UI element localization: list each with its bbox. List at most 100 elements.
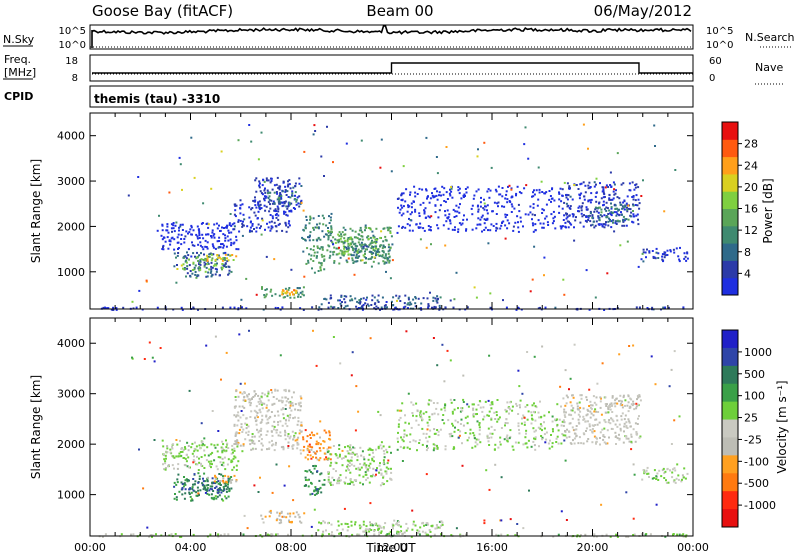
scatter-point: [209, 462, 212, 465]
scatter-point: [484, 219, 487, 221]
scatter-point: [217, 535, 220, 538]
scatter-point: [226, 260, 229, 263]
scatter-point: [630, 435, 633, 438]
scatter-point: [209, 271, 212, 274]
scatter-point: [202, 248, 205, 251]
scatter-point: [291, 396, 293, 399]
scatter-point: [210, 261, 213, 264]
scatter-point: [266, 189, 269, 192]
scatter-point: [368, 244, 371, 247]
scatter-point: [197, 492, 200, 495]
scatter-point: [619, 427, 622, 430]
scatter-point: [537, 166, 540, 169]
scatter-point: [173, 238, 176, 241]
scatter-point: [195, 257, 198, 260]
scatter-sparse: [127, 123, 677, 305]
scatter-point: [667, 306, 670, 309]
scatter-point: [290, 202, 293, 205]
scatter-point: [496, 227, 499, 230]
scatter-point: [590, 192, 593, 195]
scatter-point: [405, 434, 408, 437]
scatter-point: [317, 443, 320, 446]
scatter-point: [632, 344, 635, 347]
scatter-point: [295, 292, 297, 294]
scatter-point: [172, 224, 175, 227]
scatter-point: [396, 437, 399, 440]
scatter-point: [216, 450, 219, 453]
scatter-point: [593, 226, 596, 229]
scatter-point: [683, 252, 686, 255]
scatter-point: [466, 415, 469, 418]
scatter-point: [301, 236, 304, 239]
scatter-point: [247, 425, 250, 428]
scatter-point: [225, 245, 228, 248]
scatter-point: [674, 469, 677, 472]
scatter-point: [186, 267, 189, 270]
scatter-point: [397, 431, 399, 434]
scatter-point: [242, 213, 245, 216]
scatter-point: [448, 192, 451, 195]
scatter-point: [285, 205, 288, 208]
scatter-point: [331, 231, 333, 234]
scatter-point: [402, 192, 405, 195]
scatter-point: [608, 209, 611, 212]
scatter-point: [457, 206, 460, 209]
scatter-point: [192, 489, 195, 492]
scatter-point: [395, 523, 398, 526]
scatter-point: [164, 468, 167, 471]
scatter-point: [506, 214, 509, 216]
scatter-point: [534, 436, 537, 439]
scatter-point: [422, 432, 425, 435]
scatter-point: [529, 290, 532, 293]
scatter-point: [197, 494, 200, 497]
scatter-point: [526, 404, 529, 407]
scatter-point: [334, 241, 337, 244]
scatter-point: [222, 475, 224, 478]
scatter-point: [309, 433, 312, 436]
scatter-point: [289, 413, 292, 416]
scatter-point: [487, 440, 490, 443]
scatter-point: [312, 249, 315, 251]
scatter-point: [543, 433, 546, 436]
scatter-point: [274, 388, 277, 391]
scatter-point: [345, 469, 348, 472]
scatter-point: [371, 241, 374, 244]
scatter-point: [463, 214, 465, 217]
scatter-point: [280, 197, 283, 200]
scatter-point: [591, 424, 594, 427]
scatter-point: [248, 401, 251, 404]
scatter-point: [363, 255, 366, 258]
scatter-point: [654, 145, 656, 147]
scatter-point: [519, 220, 522, 223]
scatter-point: [622, 441, 625, 444]
scatter-point: [270, 227, 273, 230]
scatter-point: [370, 265, 373, 268]
scatter-point: [299, 409, 302, 412]
scatter-point: [276, 517, 279, 520]
scatter-point: [287, 196, 290, 198]
scatter-point: [258, 184, 261, 187]
freq-tick-top: 18: [65, 56, 78, 67]
scatter-point: [610, 212, 613, 214]
scatter-point: [324, 233, 327, 236]
scatter-point: [376, 524, 379, 527]
scatter-point: [392, 527, 394, 530]
scatter-point: [341, 301, 343, 303]
scatter-point: [360, 235, 363, 237]
scatter-point: [234, 405, 237, 408]
scatter-point: [225, 490, 228, 493]
scatter-point: [203, 454, 206, 457]
scatter-point: [657, 257, 660, 259]
scatter-point: [265, 288, 268, 291]
scatter-point: [279, 431, 282, 434]
scatter-point: [385, 466, 388, 469]
scatter-point: [425, 432, 428, 435]
scatter-point: [260, 448, 263, 451]
scatter-point: [222, 479, 225, 482]
scatter-point: [251, 397, 253, 400]
scatter-point: [313, 490, 316, 493]
scatter-point: [353, 236, 356, 239]
scatter-point: [458, 211, 461, 214]
scatter-point: [667, 481, 670, 484]
scatter-point: [517, 422, 520, 425]
